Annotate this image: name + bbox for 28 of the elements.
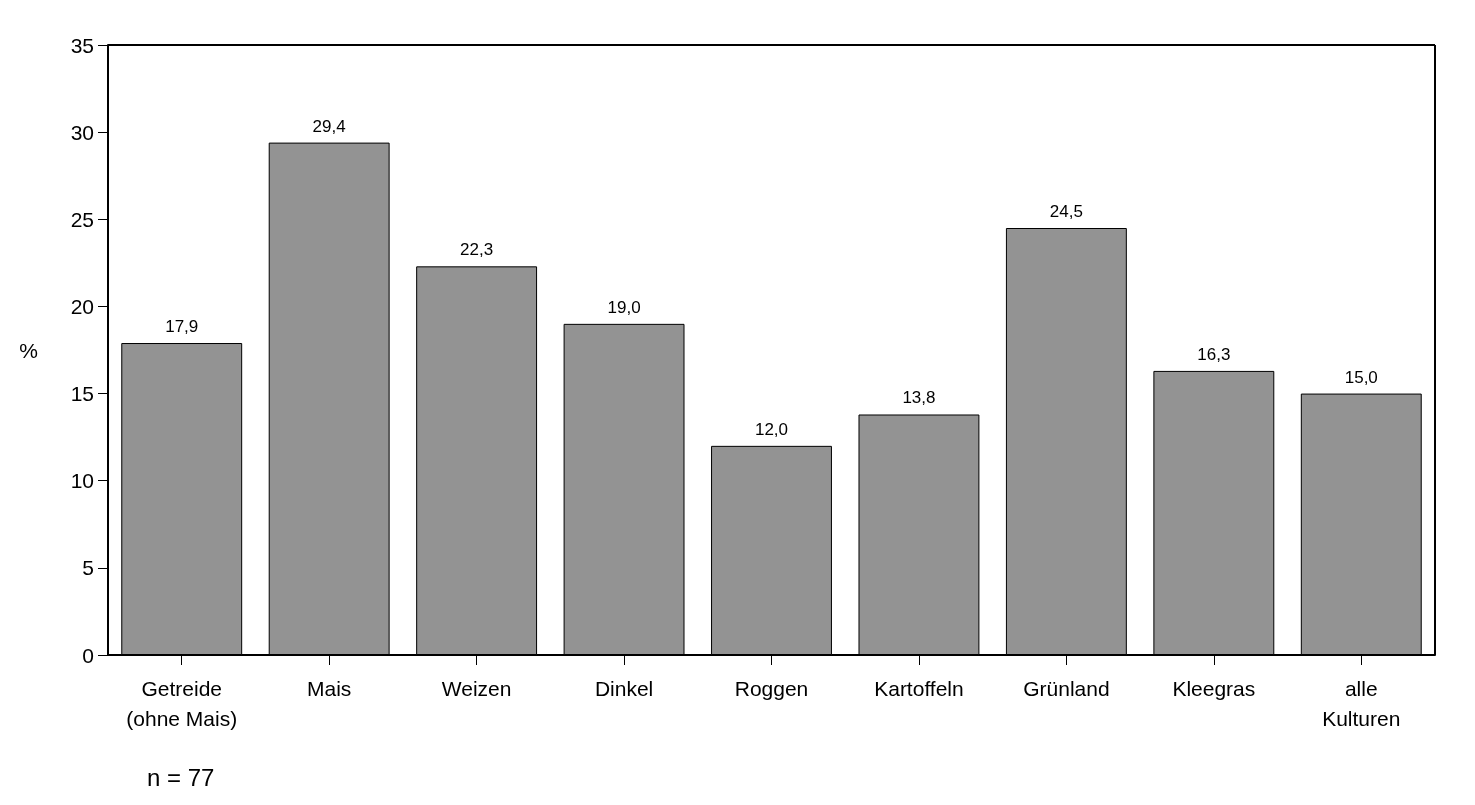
- text: n = 77: [147, 763, 215, 791]
- y-tick-label: 15: [70, 382, 94, 406]
- y-tick-label: 0: [82, 643, 94, 667]
- x-tick-label: Mais: [306, 676, 352, 700]
- x-tick-label: Kleegras: [1172, 676, 1256, 700]
- y-tick-label: 30: [70, 120, 94, 144]
- y-axis-title: %: [19, 338, 38, 362]
- y-tick-label: 25: [70, 207, 94, 231]
- y-tick-label: 35: [70, 33, 94, 57]
- data-label: 12,0: [754, 419, 789, 439]
- y-tick-label: 5: [82, 556, 94, 580]
- x-tick-label: Dinkel: [594, 676, 654, 700]
- data-label: 15,0: [1344, 367, 1378, 387]
- x-tick-label: Weizen: [441, 676, 512, 700]
- x-tick-label: Kartoffeln: [874, 676, 964, 700]
- data-label: 22,3: [460, 240, 494, 260]
- data-label: 29,4: [312, 116, 346, 136]
- data-label: 16,3: [1197, 344, 1231, 364]
- x-tick-label: Getreide (ohne Mais): [126, 676, 238, 730]
- y-tick-label: 10: [70, 469, 94, 493]
- data-label: 19,0: [607, 297, 641, 317]
- data-label: 24,5: [1049, 202, 1083, 221]
- y-tick-label: 20: [70, 294, 94, 318]
- x-tick-label: alle Kulturen: [1322, 676, 1401, 730]
- x-tick-label: Grünland: [1023, 676, 1110, 700]
- x-tick-label: Roggen: [734, 676, 809, 700]
- data-label: 13,8: [902, 388, 936, 408]
- data-label: 17,9: [165, 317, 199, 337]
